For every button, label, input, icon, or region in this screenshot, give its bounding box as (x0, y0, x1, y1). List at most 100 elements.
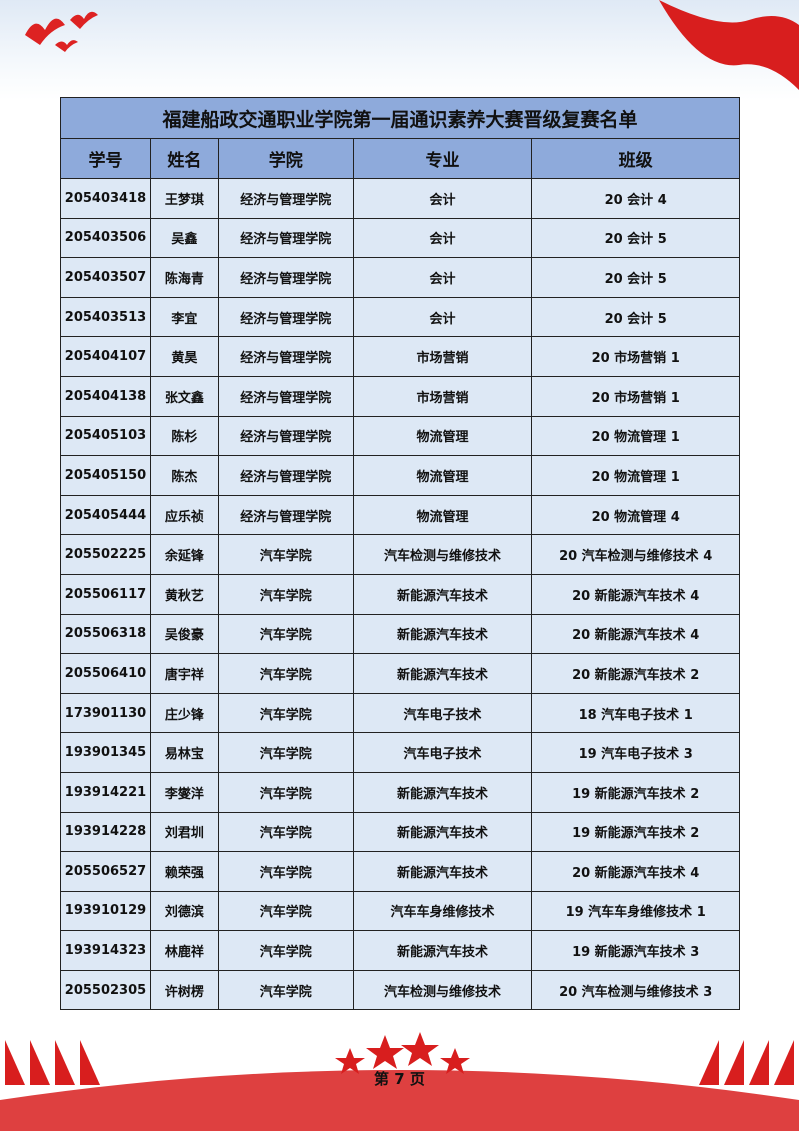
table-cell: 20 汽车检测与维修技术 4 (531, 534, 740, 575)
table-cell: 陈海青 (149, 257, 219, 298)
table-cell: 刘德滨 (149, 890, 219, 932)
table-row: 193910129 刘德滨 汽车学院 汽车车身维修技术 19 汽车车身维修技术 1 (60, 890, 740, 932)
table-cell: 新能源汽车技术 (352, 811, 533, 853)
table-cell: 经济与管理学院 (217, 455, 354, 496)
table-cell: 王梦琪 (149, 178, 219, 219)
table-row: 205403513 李宜 经济与管理学院 会计 20 会计 5 (60, 296, 740, 338)
table-cell: 汽车学院 (217, 573, 354, 615)
table-cell: 会计 (352, 217, 533, 259)
table-cell: 吴鑫 (149, 217, 219, 259)
table-cell: 会计 (352, 257, 533, 298)
table-row: 205502225 余延锋 汽车学院 汽车检测与维修技术 20 汽车检测与维修技术 4 (60, 534, 740, 575)
table-cell: 市场营销 (352, 375, 533, 417)
table-cell: 汽车学院 (217, 811, 354, 853)
table-cell: 20 市场营销 1 (531, 375, 740, 417)
table-cell: 经济与管理学院 (217, 296, 354, 338)
table-cell: 庄少锋 (149, 692, 219, 734)
table-cell: 物流管理 (352, 415, 533, 457)
table-cell: 物流管理 (352, 455, 533, 496)
table-cell: 205502225 (60, 534, 151, 575)
table-title: 福建船政交通职业学院第一届通识素养大赛晋级复赛名单 (60, 97, 740, 139)
table-cell: 刘君圳 (149, 811, 219, 853)
table-row: 193901345 易林宝 汽车学院 汽车电子技术 19 汽车电子技术 3 (60, 732, 740, 773)
table-cell: 20 新能源汽车技术 4 (531, 573, 740, 615)
table-cell: 新能源汽车技术 (352, 573, 533, 615)
page-number: 第 7 页 (374, 1070, 425, 1088)
table-cell: 黄昊 (149, 336, 219, 377)
column-header: 学号 (60, 138, 151, 179)
table-cell: 会计 (352, 296, 533, 338)
finalists-table: 福建船政交通职业学院第一届通识素养大赛晋级复赛名单 学号 姓名 学院 专业 班级 205… (60, 97, 740, 1011)
table-row: 193914228 刘君圳 汽车学院 新能源汽车技术 19 新能源汽车技术 2 (60, 811, 740, 853)
table-cell: 205404138 (60, 375, 151, 417)
sky-banner (0, 0, 799, 100)
table-cell: 汽车学院 (217, 534, 354, 575)
table-cell: 新能源汽车技术 (352, 653, 533, 694)
table-cell: 20 市场营销 1 (531, 336, 740, 377)
table-cell: 205405150 (60, 455, 151, 496)
table-cell: 193901345 (60, 732, 151, 773)
table-row: 205404138 张文鑫 经济与管理学院 市场营销 20 市场营销 1 (60, 375, 740, 417)
column-header: 姓名 (149, 138, 219, 179)
column-header: 班级 (531, 138, 740, 179)
table-cell: 汽车学院 (217, 890, 354, 932)
table-cell: 汽车电子技术 (352, 692, 533, 734)
table-cell: 20 物流管理 4 (531, 494, 740, 536)
table-cell: 20 物流管理 1 (531, 455, 740, 496)
table-cell: 205506410 (60, 653, 151, 694)
table-cell: 20 会计 5 (531, 217, 740, 259)
table-cell: 李宜 (149, 296, 219, 338)
table-row: 205403506 吴鑫 经济与管理学院 会计 20 会计 5 (60, 217, 740, 259)
table-row: 205506410 唐宇祥 汽车学院 新能源汽车技术 20 新能源汽车技术 2 (60, 653, 740, 694)
table-cell: 汽车学院 (217, 653, 354, 694)
table-cell: 新能源汽车技术 (352, 771, 533, 813)
table-cell: 李燮洋 (149, 771, 219, 813)
table-cell: 18 汽车电子技术 1 (531, 692, 740, 734)
table-cell: 205405444 (60, 494, 151, 536)
table-row: 205404107 黄昊 经济与管理学院 市场营销 20 市场营销 1 (60, 336, 740, 377)
table-cell: 黄秋艺 (149, 573, 219, 615)
doves-decoration (25, 11, 98, 52)
table-cell: 市场营销 (352, 336, 533, 377)
table-cell: 173901130 (60, 692, 151, 734)
table-cell: 19 汽车车身维修技术 1 (531, 890, 740, 932)
table-row: 205506318 吴俊豪 汽车学院 新能源汽车技术 20 新能源汽车技术 4 (60, 613, 740, 655)
table-cell: 新能源汽车技术 (352, 613, 533, 655)
table-cell: 205506117 (60, 573, 151, 615)
table-cell: 新能源汽车技术 (352, 851, 533, 892)
table-cell: 汽车检测与维修技术 (352, 969, 533, 1011)
table-row: 205502305 许树楞 汽车学院 汽车检测与维修技术 20 汽车检测与维修技术 3 (60, 969, 740, 1011)
table-cell: 汽车学院 (217, 851, 354, 892)
table-cell: 汽车学院 (217, 771, 354, 813)
table-cell: 205404107 (60, 336, 151, 377)
table-cell: 应乐祯 (149, 494, 219, 536)
table-cell: 经济与管理学院 (217, 415, 354, 457)
table-cell: 193910129 (60, 890, 151, 932)
table-row: 193914221 李燮洋 汽车学院 新能源汽车技术 19 新能源汽车技术 2 (60, 771, 740, 813)
column-header: 专业 (352, 138, 533, 179)
table-cell: 会计 (352, 178, 533, 219)
table-cell: 唐宇祥 (149, 653, 219, 694)
table-cell: 205403513 (60, 296, 151, 338)
table-cell: 205405103 (60, 415, 151, 457)
table-cell: 经济与管理学院 (217, 336, 354, 377)
table-cell: 张文鑫 (149, 375, 219, 417)
table-cell: 19 新能源汽车技术 2 (531, 811, 740, 853)
table-cell: 新能源汽车技术 (352, 930, 533, 971)
table-cell: 物流管理 (352, 494, 533, 536)
table-cell: 汽车学院 (217, 732, 354, 773)
table-row: 205506527 赖荣强 汽车学院 新能源汽车技术 20 新能源汽车技术 4 (60, 851, 740, 892)
table-row: 205405150 陈杰 经济与管理学院 物流管理 20 物流管理 1 (60, 455, 740, 496)
table-cell: 205403507 (60, 257, 151, 298)
table-cell: 19 新能源汽车技术 2 (531, 771, 740, 813)
table-row: 205506117 黄秋艺 汽车学院 新能源汽车技术 20 新能源汽车技术 4 (60, 573, 740, 615)
table-cell: 20 汽车检测与维修技术 3 (531, 969, 740, 1011)
table-cell: 20 会计 5 (531, 257, 740, 298)
red-flag-decoration (659, 0, 799, 90)
footer-decoration (0, 1032, 799, 1131)
table-cell: 余延锋 (149, 534, 219, 575)
table-cell: 20 会计 4 (531, 178, 740, 219)
column-header: 学院 (217, 138, 354, 179)
table-cell: 20 新能源汽车技术 2 (531, 653, 740, 694)
table-cell: 陈杉 (149, 415, 219, 457)
